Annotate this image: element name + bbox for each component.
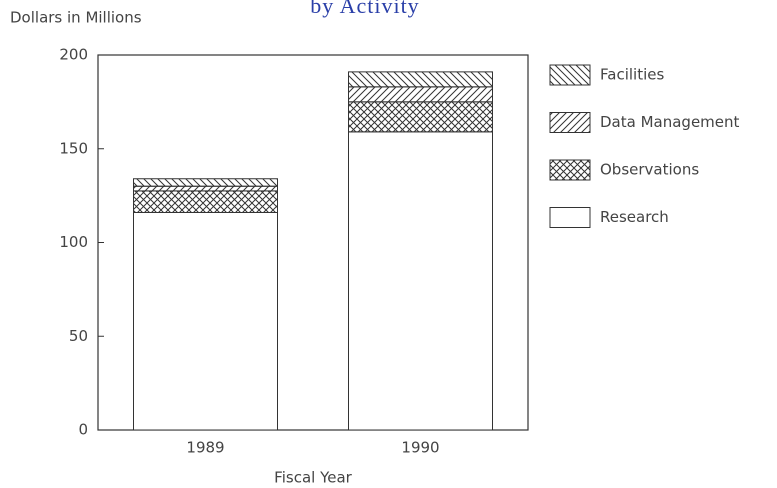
legend-swatch bbox=[549, 112, 591, 133]
y-tick-label: 0 bbox=[78, 421, 88, 439]
bar-segment bbox=[133, 212, 278, 431]
x-tick-label: 1989 bbox=[186, 439, 224, 457]
legend-label: Facilities bbox=[600, 66, 664, 84]
y-tick-label: 50 bbox=[69, 327, 88, 345]
legend-swatch bbox=[549, 64, 591, 86]
x-axis-label: Fiscal Year bbox=[274, 469, 352, 487]
legend-label: Research bbox=[600, 208, 669, 226]
legend-swatch bbox=[549, 159, 591, 181]
y-tick-label: 100 bbox=[59, 233, 88, 251]
legend-swatch bbox=[549, 207, 591, 228]
bar-segment bbox=[348, 71, 493, 88]
legend-label: Data Management bbox=[600, 113, 740, 131]
y-axis-label: Dollars in Millions bbox=[10, 9, 142, 27]
bar-segment bbox=[348, 131, 493, 431]
bar-segment bbox=[348, 86, 493, 103]
y-tick-label: 200 bbox=[59, 46, 88, 64]
bar-segment bbox=[133, 190, 278, 213]
legend-label: Observations bbox=[600, 161, 699, 179]
bar-segment bbox=[133, 185, 278, 192]
bar-segment bbox=[133, 178, 278, 187]
x-tick-label: 1990 bbox=[401, 439, 439, 457]
bar-segment bbox=[348, 101, 493, 133]
y-tick-label: 150 bbox=[59, 139, 88, 157]
chart-title: by Activity bbox=[310, 0, 419, 18]
